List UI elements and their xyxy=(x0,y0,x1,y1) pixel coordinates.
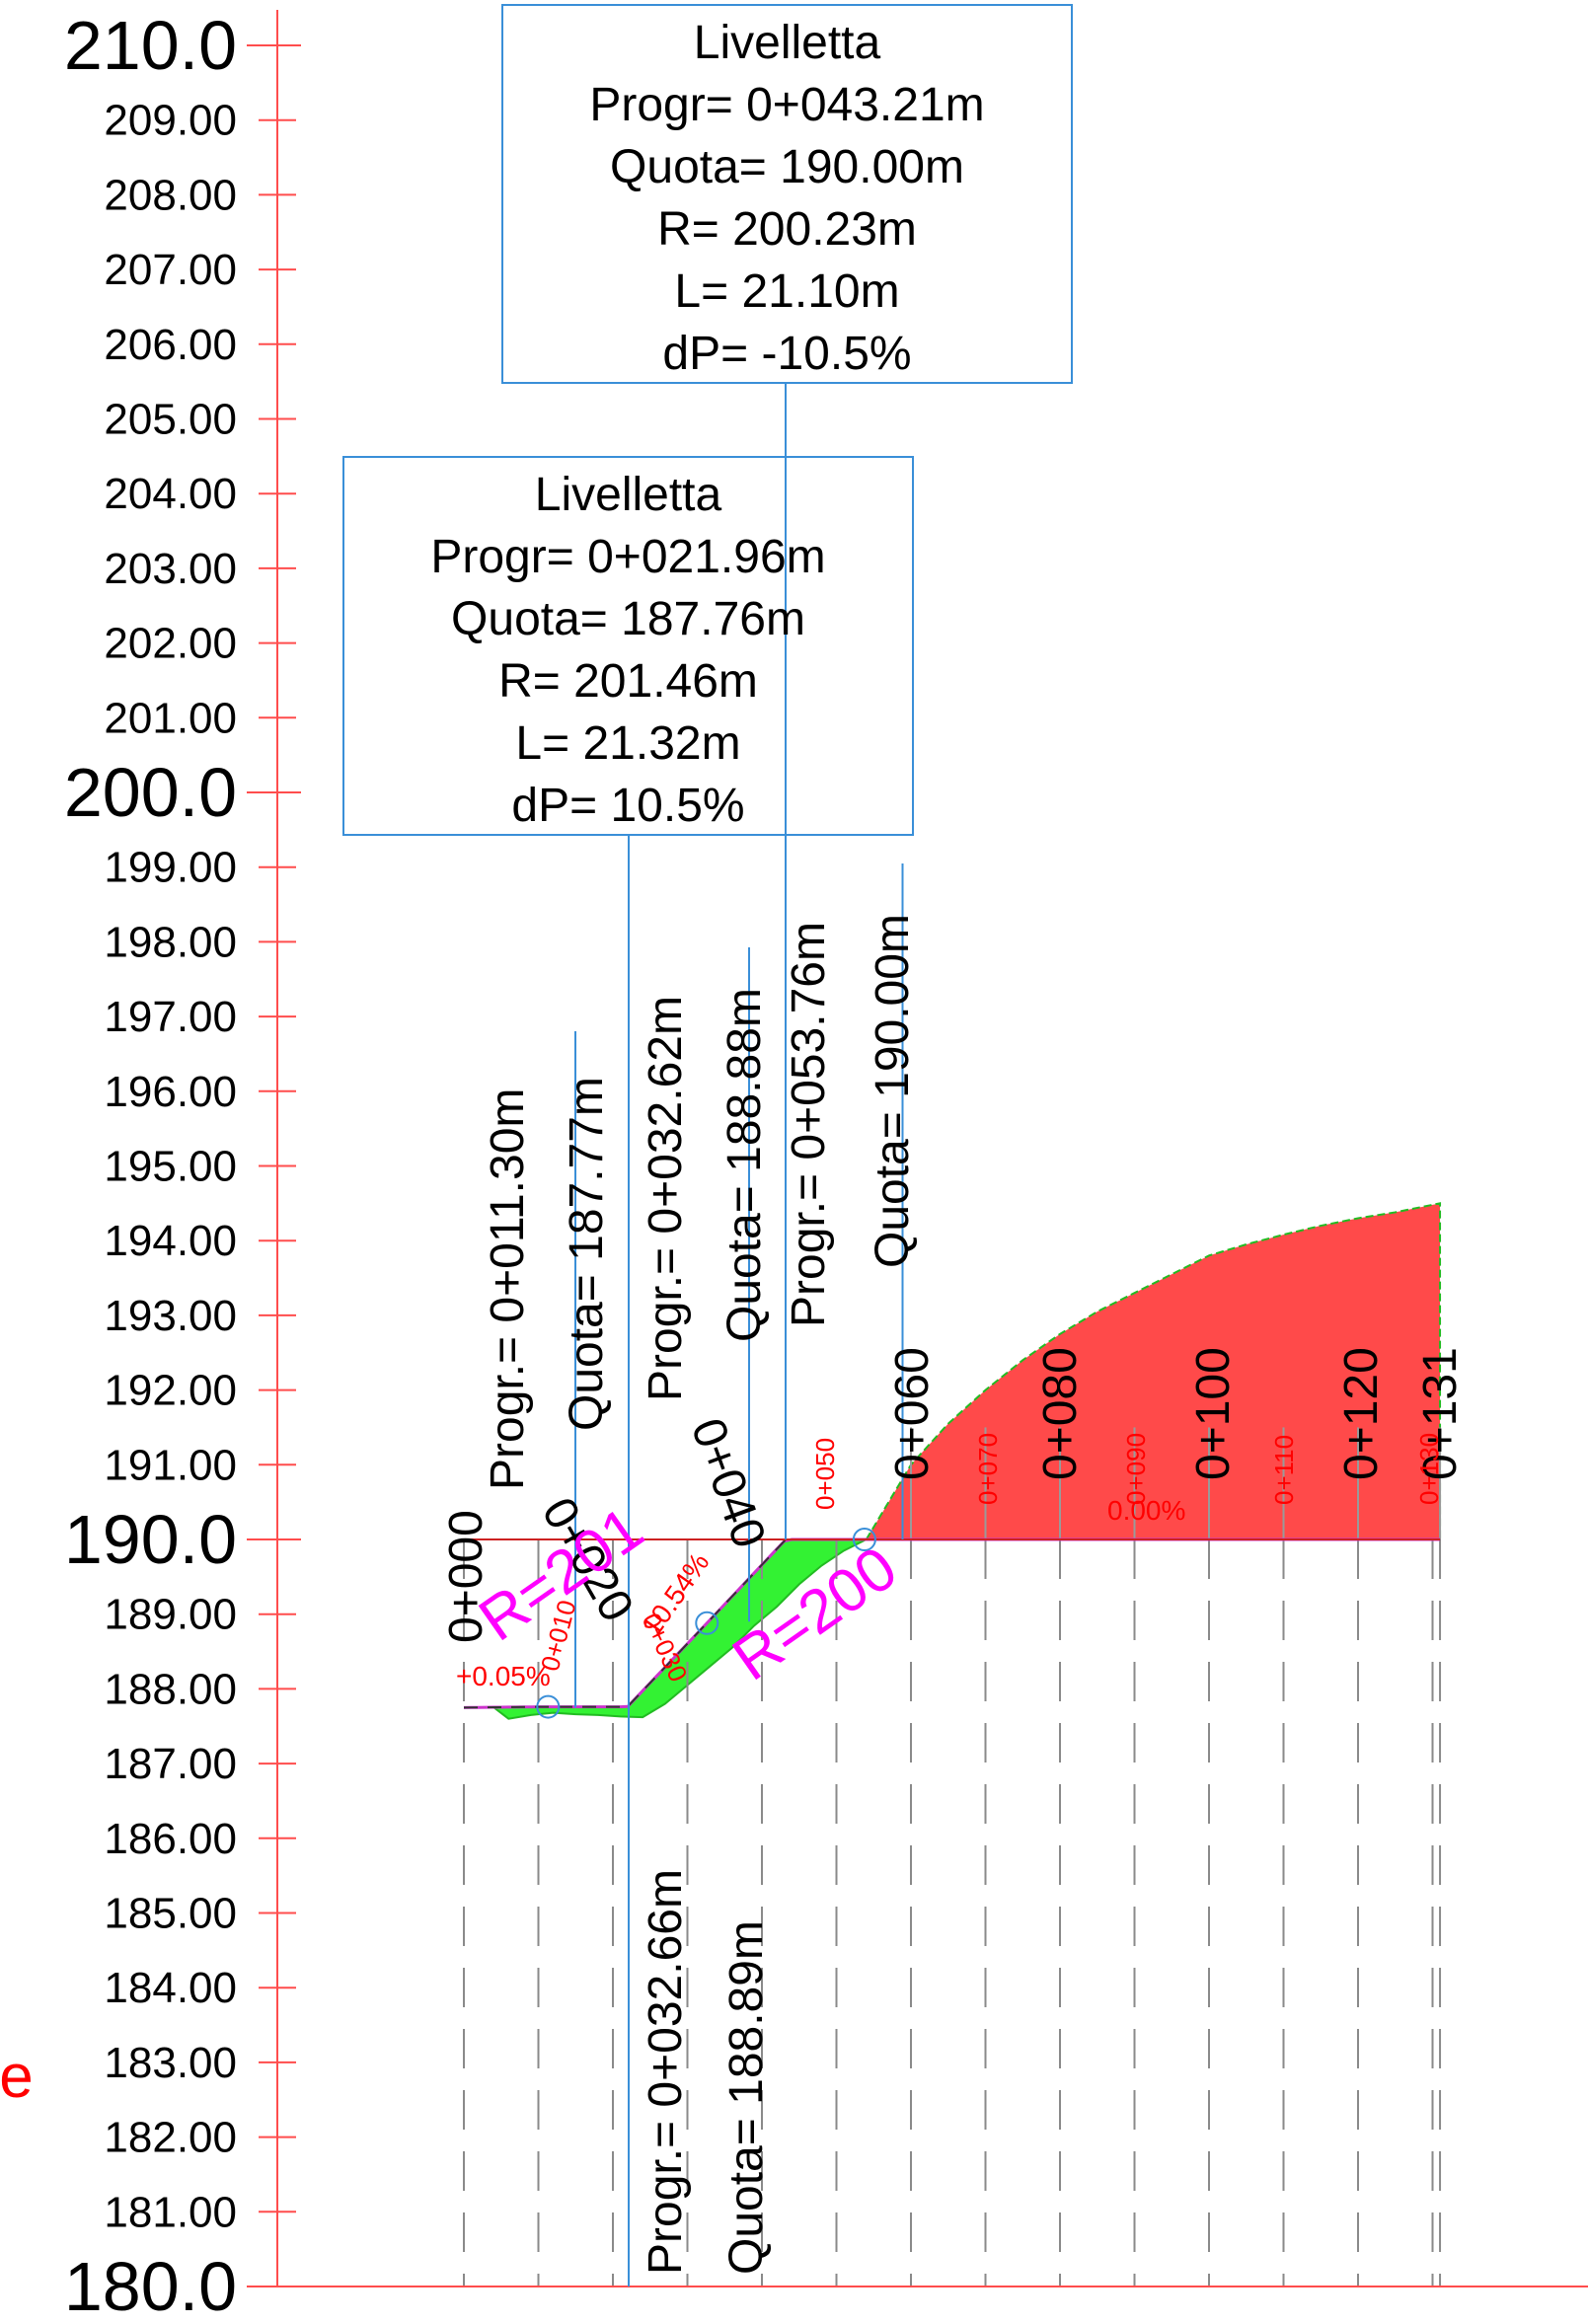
callout-text: Progr= 0+021.96m xyxy=(430,531,825,583)
vertical-quota-label: Quota= 188.88m xyxy=(718,988,771,1342)
vertical-progr-label: Progr.= 0+032.62m xyxy=(640,996,692,1401)
cut-area xyxy=(864,1202,1442,1540)
minor-tick-label: 201.00 xyxy=(104,694,237,742)
minor-tick-label: 194.00 xyxy=(104,1217,237,1265)
minor-tick-label: 196.00 xyxy=(104,1068,237,1116)
callout-text: Livelletta xyxy=(535,469,722,521)
minor-station-label: 0+090 xyxy=(1121,1433,1151,1505)
vertical-quota-label: Quota= 187.77m xyxy=(561,1077,613,1431)
station-label: 0+040 xyxy=(681,1412,776,1555)
callout-text: R= 201.46m xyxy=(498,655,758,708)
partial-label: te xyxy=(0,2043,34,2111)
minor-tick-label: 197.00 xyxy=(104,993,237,1041)
minor-tick-label: 189.00 xyxy=(104,1591,237,1639)
minor-tick-label: 204.00 xyxy=(104,470,237,518)
minor-station-label: 0+050 xyxy=(810,1438,840,1510)
callout-frame xyxy=(501,4,1073,384)
minor-tick-label: 192.00 xyxy=(104,1367,237,1415)
vertical-quota-label: Quota= 190.00m xyxy=(867,914,919,1268)
lower-progr-label: Progr.= 0+032.66m xyxy=(640,1869,692,2275)
callout-text: L= 21.10m xyxy=(674,265,899,318)
tangent-line xyxy=(463,1538,1441,1709)
station-label: 0+080 xyxy=(1034,1347,1087,1480)
callout-text: Quota= 187.76m xyxy=(451,593,805,645)
callout-box: Livelletta Progr= 0+021.96m Quota= 187.76m… xyxy=(342,456,914,2287)
minor-tick-label: 186.00 xyxy=(104,1815,237,1863)
vertex-marker xyxy=(852,1528,876,1551)
minor-tick-label: 185.00 xyxy=(104,1890,237,1938)
grade-percent-label: 0.00% xyxy=(1107,1495,1185,1526)
minor-tick-label: 203.00 xyxy=(104,545,237,593)
minor-station-label: 0+110 xyxy=(1269,1435,1299,1505)
minor-tick-label: 206.00 xyxy=(104,321,237,369)
callout-text: Quota= 190.00m xyxy=(610,141,964,193)
minor-tick-label: 191.00 xyxy=(104,1441,237,1489)
minor-tick-label: 193.00 xyxy=(104,1292,237,1340)
minor-tick-label: 208.00 xyxy=(104,171,237,219)
minor-tick-label: 207.00 xyxy=(104,246,237,294)
minor-tick-label: 187.00 xyxy=(104,1740,237,1788)
lower-quota-label: Quota= 188.89m xyxy=(720,1920,773,2275)
major-tick-label: 190.0 xyxy=(64,1501,237,1578)
minor-tick-label: 184.00 xyxy=(104,1964,237,2012)
callout-text: Progr= 0+043.21m xyxy=(589,79,984,131)
minor-tick-label: 183.00 xyxy=(104,2039,237,2087)
station-label: 0+131 xyxy=(1414,1347,1467,1480)
station-label: 0+120 xyxy=(1335,1347,1388,1480)
major-tick-label: 210.0 xyxy=(64,7,237,84)
callout-text: Livelletta xyxy=(694,17,881,69)
vertical-progr-label: Progr.= 0+011.30m xyxy=(482,1088,534,1490)
minor-tick-label: 198.00 xyxy=(104,918,237,966)
major-tick-label: 180.0 xyxy=(64,2248,237,2319)
minor-tick-label: 202.00 xyxy=(104,620,237,668)
minor-tick-label: 181.00 xyxy=(104,2188,237,2236)
grade-percent-label: +0.05% xyxy=(456,1661,551,1691)
vertex-marker xyxy=(536,1694,561,1719)
minor-tick-label: 182.00 xyxy=(104,2114,237,2162)
minor-tick-label: 188.00 xyxy=(104,1665,237,1713)
callout-text: L= 21.32m xyxy=(515,717,740,770)
minor-tick-label: 209.00 xyxy=(104,97,237,145)
callout-box: Livelletta Progr= 0+043.21m Quota= 190.00m… xyxy=(501,4,1073,1539)
minor-tick-label: 199.00 xyxy=(104,844,237,892)
station-label: 0+060 xyxy=(886,1347,939,1480)
callout-text: dP= -10.5% xyxy=(662,328,911,380)
minor-tick-label: 205.00 xyxy=(104,396,237,444)
vertex-marker xyxy=(695,1611,719,1635)
minor-station-label: 0+070 xyxy=(973,1433,1003,1505)
callout-text: R= 200.23m xyxy=(657,203,917,256)
minor-tick-label: 195.00 xyxy=(104,1143,237,1191)
minor-station-label: 0+130 xyxy=(1414,1433,1444,1505)
vertical-progr-label: Progr.= 0+053.76m xyxy=(783,922,835,1327)
callout-text: dP= 10.5% xyxy=(511,780,744,832)
major-tick-label: 200.0 xyxy=(64,754,237,831)
station-label: 0+100 xyxy=(1187,1347,1240,1480)
station-label: 0+000 xyxy=(440,1510,492,1643)
